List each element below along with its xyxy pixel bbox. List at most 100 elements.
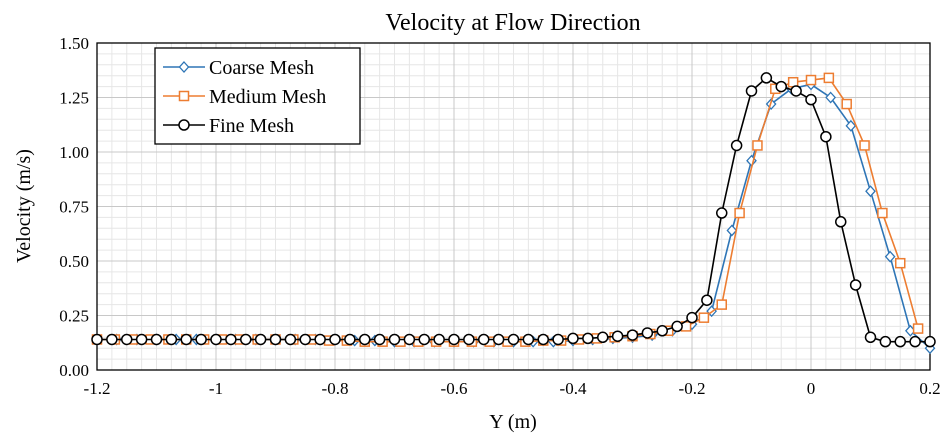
- y-axis-label: Velocity (m/s): [13, 149, 35, 263]
- data-point-fine-mesh: [121, 333, 133, 346]
- data-point-fine-mesh: [671, 320, 683, 333]
- data-point-coarse-mesh: [726, 224, 738, 237]
- data-point-fine-mesh: [463, 333, 475, 346]
- data-point-medium-mesh: [895, 257, 906, 269]
- x-tick-label: -0.6: [441, 379, 468, 398]
- data-point-fine-mesh: [879, 335, 892, 348]
- data-point-fine-mesh: [582, 332, 594, 345]
- data-point-fine-mesh: [403, 333, 416, 346]
- data-point-fine-mesh: [314, 333, 326, 346]
- data-point-fine-mesh: [165, 333, 178, 346]
- data-point-fine-mesh: [805, 93, 817, 106]
- plot-area-border: [96, 42, 931, 371]
- data-point-fine-mesh: [701, 294, 713, 306]
- data-point-fine-mesh: [254, 333, 267, 346]
- data-point-fine-mesh: [299, 333, 311, 346]
- y-tick-label: 0.25: [59, 307, 89, 326]
- data-point-fine-mesh: [909, 335, 921, 348]
- data-point-fine-mesh: [433, 333, 445, 346]
- y-tick-label: 1.25: [59, 89, 89, 108]
- data-point-medium-mesh: [841, 98, 852, 110]
- data-point-fine-mesh: [641, 327, 654, 339]
- data-point-fine-mesh: [820, 130, 832, 143]
- x-tick-label: -0.4: [560, 379, 587, 398]
- data-point-medium-mesh: [912, 323, 924, 334]
- data-point-fine-mesh: [716, 207, 728, 219]
- legend-item-fine-mesh: Fine Mesh: [163, 115, 294, 137]
- series-layer: [91, 72, 936, 355]
- y-tick-label: 0.50: [59, 252, 89, 271]
- legend-item-coarse-mesh: Coarse Mesh: [163, 57, 314, 79]
- data-point-medium-mesh: [859, 140, 870, 151]
- data-point-fine-mesh: [656, 325, 668, 337]
- data-point-fine-mesh: [924, 335, 936, 348]
- data-point-fine-mesh: [745, 85, 758, 97]
- data-point-medium-mesh: [716, 299, 727, 310]
- data-point-fine-mesh: [269, 333, 282, 346]
- data-point-coarse-mesh: [865, 185, 876, 198]
- data-point-fine-mesh: [552, 333, 564, 346]
- data-point-fine-mesh: [835, 216, 847, 228]
- data-point-fine-mesh: [210, 333, 222, 346]
- data-point-medium-mesh: [823, 72, 835, 84]
- data-point-coarse-mesh: [884, 250, 896, 263]
- x-tick-label: -0.2: [679, 379, 706, 398]
- legend-marker-fine-mesh: [178, 119, 190, 131]
- legend-label-coarse-mesh: Coarse Mesh: [209, 57, 314, 79]
- data-point-fine-mesh: [240, 333, 252, 346]
- data-point-fine-mesh: [284, 333, 297, 346]
- data-point-medium-mesh: [734, 207, 745, 219]
- tick-labels: -1.2 -1 -0.8 -0.6 -0.4 -0.2 0 0.2 0.00 0.25 0.50 0.…: [59, 34, 940, 398]
- x-axis-label: Y (m): [489, 411, 537, 433]
- x-tick-label: -1.2: [84, 379, 111, 398]
- data-point-coarse-mesh: [825, 91, 837, 104]
- data-point-fine-mesh: [329, 333, 341, 346]
- data-point-fine-mesh: [344, 333, 356, 346]
- data-point-fine-mesh: [135, 333, 148, 346]
- data-point-fine-mesh: [418, 333, 430, 346]
- legend-label-medium-mesh: Medium Mesh: [209, 86, 326, 108]
- data-point-coarse-mesh: [845, 119, 857, 132]
- data-point-fine-mesh: [597, 331, 609, 344]
- data-point-fine-mesh: [686, 311, 698, 324]
- legend-item-medium-mesh: Medium Mesh: [163, 86, 326, 108]
- data-point-fine-mesh: [894, 335, 906, 348]
- data-point-medium-mesh: [805, 74, 817, 86]
- data-point-fine-mesh: [359, 333, 371, 346]
- legend: Coarse Mesh Medium Mesh Fine Mesh: [154, 47, 361, 145]
- data-point-fine-mesh: [790, 85, 802, 97]
- data-point-fine-mesh: [567, 332, 579, 345]
- data-point-fine-mesh: [775, 80, 787, 93]
- data-point-fine-mesh: [730, 139, 743, 152]
- y-tick-label: 0.00: [59, 361, 89, 380]
- data-point-fine-mesh: [91, 333, 103, 346]
- data-point-fine-mesh: [507, 333, 520, 346]
- data-point-fine-mesh: [180, 333, 192, 346]
- data-point-fine-mesh: [849, 279, 862, 291]
- data-point-fine-mesh: [373, 333, 386, 346]
- data-point-medium-mesh: [877, 207, 888, 219]
- legend-marker-medium-mesh: [178, 90, 190, 102]
- data-point-fine-mesh: [537, 333, 549, 346]
- x-tick-label: 0.2: [919, 379, 940, 398]
- series-fine-mesh: [91, 72, 936, 348]
- y-tick-label: 1.50: [59, 34, 89, 53]
- data-point-fine-mesh: [626, 329, 639, 341]
- x-tick-label: 0: [807, 379, 816, 398]
- data-point-medium-mesh: [752, 140, 763, 151]
- data-point-fine-mesh: [195, 333, 207, 346]
- legend-marker-coarse-mesh: [178, 61, 190, 73]
- data-point-fine-mesh: [864, 331, 877, 344]
- data-point-fine-mesh: [150, 333, 163, 346]
- data-point-fine-mesh: [106, 333, 118, 346]
- y-tick-label: 0.75: [59, 198, 89, 217]
- data-point-fine-mesh: [388, 333, 401, 346]
- data-point-fine-mesh: [760, 72, 773, 84]
- x-tick-label: -0.8: [322, 379, 349, 398]
- data-point-fine-mesh: [611, 330, 624, 342]
- chart-title: Velocity at Flow Direction: [385, 10, 640, 36]
- x-tick-label: -1: [209, 379, 223, 398]
- data-point-fine-mesh: [478, 333, 490, 346]
- data-point-medium-mesh: [698, 312, 710, 323]
